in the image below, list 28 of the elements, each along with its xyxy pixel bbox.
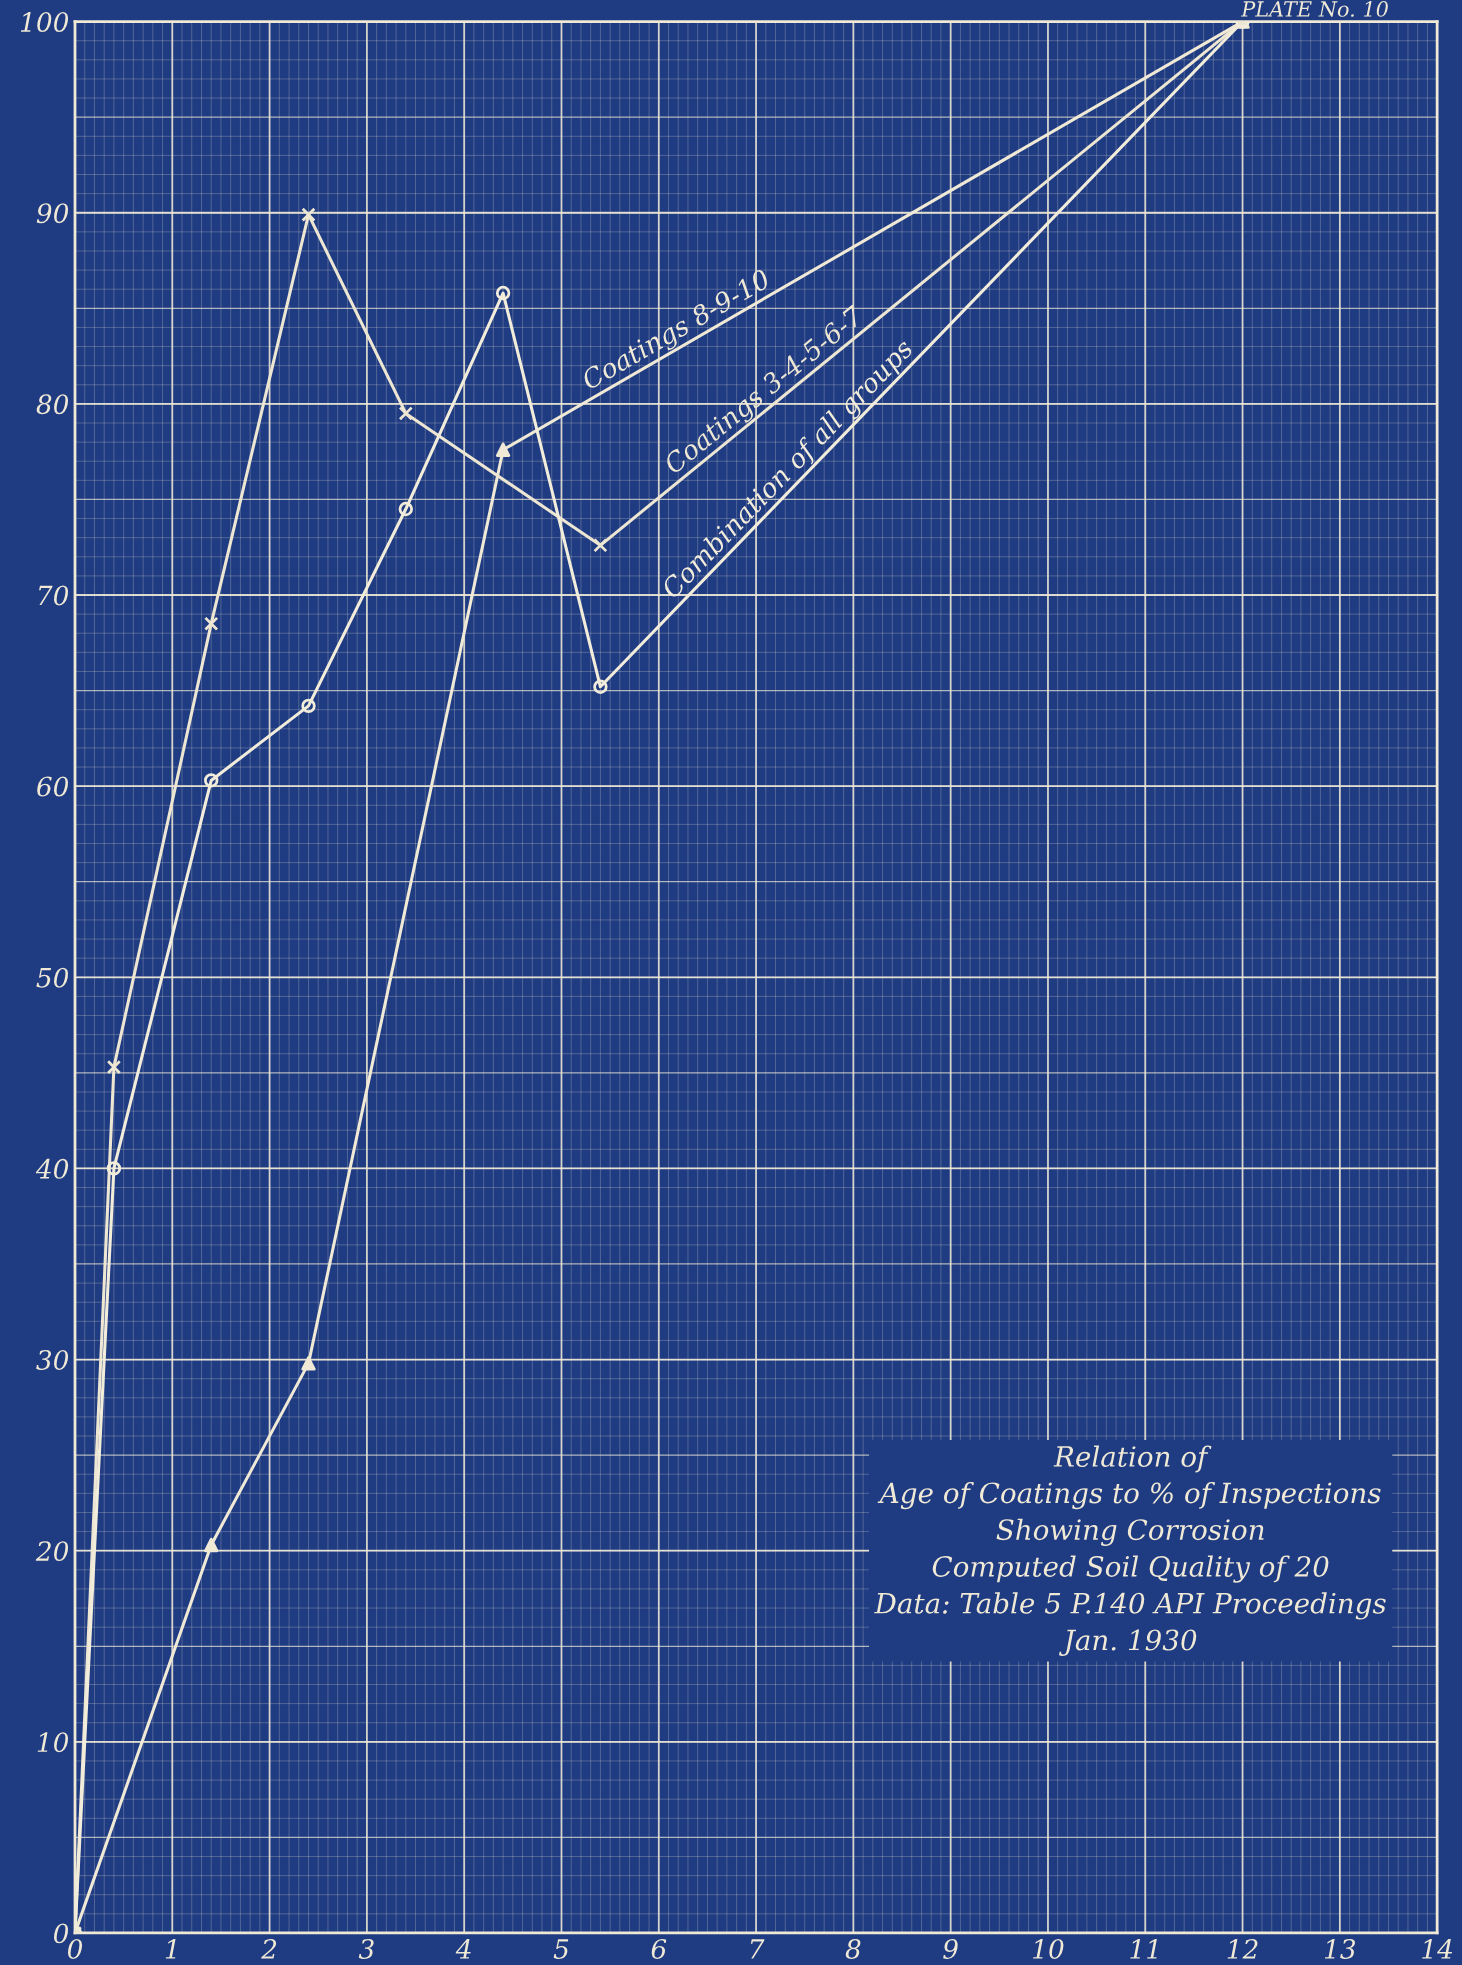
y-tick-label: 0 bbox=[54, 1923, 69, 1944]
y-tick-label: 10 bbox=[37, 1732, 69, 1753]
x-tick-label: 6 bbox=[651, 1938, 667, 1959]
x-tick-label: 0 bbox=[67, 1938, 83, 1959]
x-tick-label: 11 bbox=[1130, 1938, 1157, 1959]
x-tick-label: 10 bbox=[1033, 1938, 1064, 1959]
chart-title: PLATE No. 10 bbox=[1240, 1, 1388, 17]
y-tick-label: 40 bbox=[35, 1158, 69, 1179]
y-tick-label: 30 bbox=[36, 1350, 69, 1370]
y-tick-label: 20 bbox=[35, 1541, 69, 1562]
x-tick-label: 2 bbox=[261, 1938, 277, 1959]
y-tick-label: 100 bbox=[20, 12, 69, 33]
x-tick-label: 13 bbox=[1324, 1938, 1356, 1959]
x-tick-label: 9 bbox=[943, 1938, 958, 1959]
x-tick-label: 1 bbox=[165, 1938, 176, 1959]
y-tick-label: 50 bbox=[36, 967, 69, 988]
x-tick-label: 7 bbox=[750, 1939, 765, 1959]
y-tick-label: 60 bbox=[37, 776, 69, 797]
x-tick-label: 8 bbox=[845, 1938, 861, 1959]
x-tick-label: 4 bbox=[455, 1938, 471, 1959]
x-tick-label: 5 bbox=[553, 1939, 569, 1959]
y-tick-label: 80 bbox=[36, 394, 69, 415]
annotation: Relation of Age of Coatings to % of Inspections Showing Corrosion Computed Soil Quality of 20 Data: Table 5 P.140 API Proceedings Jan. 1930 bbox=[874, 1445, 1386, 1656]
x-tick-label: 12 bbox=[1227, 1938, 1258, 1959]
y-tick-label: 90 bbox=[36, 203, 69, 224]
x-tick-label: 14 bbox=[1422, 1938, 1452, 1959]
y-tick-label: 70 bbox=[39, 585, 69, 606]
x-tick-label: 3 bbox=[358, 1938, 374, 1959]
